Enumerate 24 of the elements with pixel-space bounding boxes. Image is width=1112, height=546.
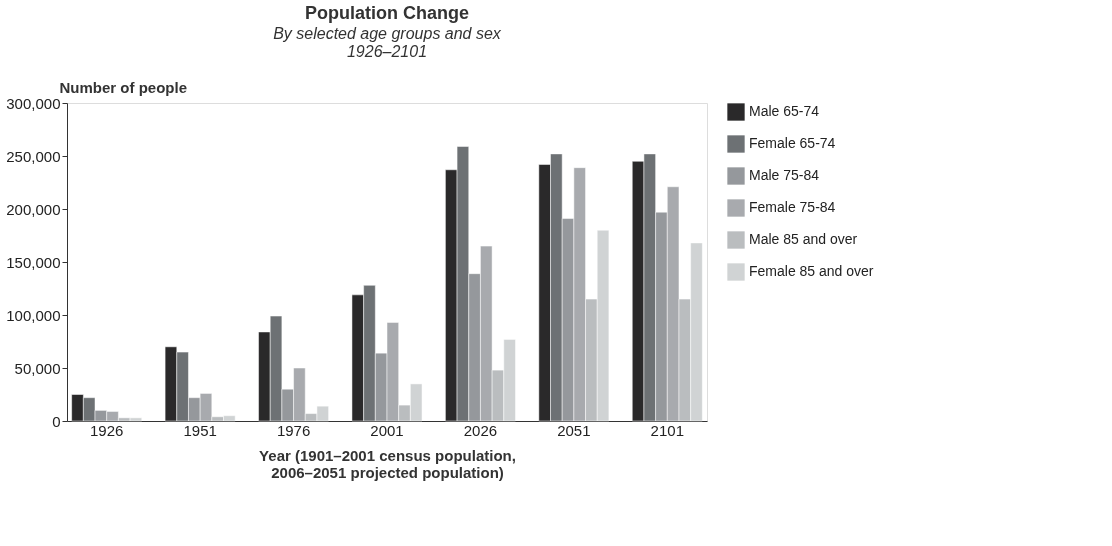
chart-subtitle: By selected age groups and sex 1926–2101 (273, 25, 502, 60)
legend-label: Male 85 and over (749, 231, 858, 247)
y-tick-label: 300,000 (6, 94, 61, 112)
x-tick-label: 2101 (650, 421, 684, 439)
y-axis-title: Number of people (59, 78, 188, 96)
x-tick-label: 1976 (276, 421, 311, 439)
legend-label: Male 65-74 (749, 103, 820, 119)
x-axis-title: Year (1901–2001 census population, 2006–2051 projected population) (259, 446, 516, 481)
x-tick-label: 2026 (463, 421, 498, 439)
x-tick-label: 1926 (90, 421, 124, 439)
y-tick-label: 150,000 (6, 253, 61, 271)
x-tick-label: 2051 (557, 421, 591, 439)
y-tick-label: 50,000 (14, 359, 61, 377)
chart-title: Population Change (305, 3, 469, 23)
legend-label: Male 75-84 (749, 167, 820, 183)
y-tick-label: 250,000 (6, 147, 61, 165)
legend-label: Female 65-74 (749, 135, 836, 151)
y-tick-label: 200,000 (6, 200, 61, 218)
y-tick-label: 0 (52, 412, 61, 430)
x-tick-label: 1951 (183, 421, 217, 439)
x-tick-label: 2001 (370, 421, 404, 439)
legend-label: Female 75-84 (749, 199, 836, 215)
y-tick-label: 100,000 (6, 306, 61, 324)
legend-label: Female 85 and over (749, 263, 874, 279)
